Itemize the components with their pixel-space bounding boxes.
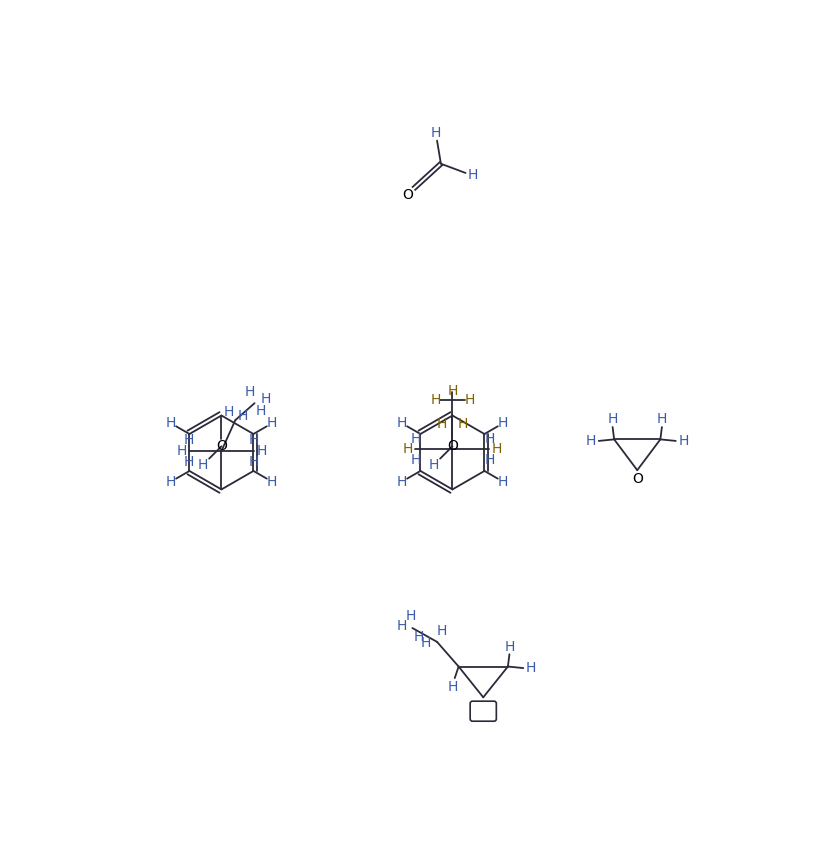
Text: H: H xyxy=(430,126,440,140)
Text: H: H xyxy=(468,168,479,181)
Text: H: H xyxy=(245,386,255,399)
Text: O: O xyxy=(447,439,458,454)
Text: H: H xyxy=(396,620,407,633)
Text: H: H xyxy=(436,624,447,638)
Text: H: H xyxy=(256,404,266,418)
Text: H: H xyxy=(248,433,259,447)
Text: H: H xyxy=(184,433,194,447)
Text: H: H xyxy=(678,434,689,448)
Text: H: H xyxy=(492,443,502,456)
FancyBboxPatch shape xyxy=(470,701,496,721)
Text: H: H xyxy=(256,444,267,458)
Text: H: H xyxy=(447,384,458,398)
Text: H: H xyxy=(429,458,439,471)
Text: O: O xyxy=(216,439,227,454)
Text: H: H xyxy=(165,475,176,488)
Text: H: H xyxy=(396,416,407,431)
Text: H: H xyxy=(411,454,420,467)
Text: H: H xyxy=(447,680,458,694)
Text: H: H xyxy=(498,416,509,431)
Text: H: H xyxy=(406,608,416,623)
Text: H: H xyxy=(421,637,431,650)
Text: H: H xyxy=(465,393,475,407)
Text: H: H xyxy=(224,405,234,420)
Text: H: H xyxy=(656,413,667,426)
Text: H: H xyxy=(436,417,447,431)
Text: H: H xyxy=(165,416,176,431)
Text: H: H xyxy=(267,475,278,488)
Text: H: H xyxy=(184,454,194,469)
Text: H: H xyxy=(396,475,407,488)
Text: H: H xyxy=(238,409,248,423)
Text: H: H xyxy=(498,475,509,488)
Text: H: H xyxy=(267,416,278,431)
Text: H: H xyxy=(198,458,208,471)
Text: H: H xyxy=(504,639,514,654)
Text: H: H xyxy=(526,661,536,675)
Text: O: O xyxy=(402,187,413,202)
Text: H: H xyxy=(402,443,413,456)
Text: H: H xyxy=(248,454,259,469)
Text: H: H xyxy=(430,393,440,407)
Text: H: H xyxy=(484,454,494,467)
Text: H: H xyxy=(176,444,187,458)
Text: H: H xyxy=(484,431,494,446)
Text: H: H xyxy=(411,431,420,446)
Text: O: O xyxy=(478,704,489,718)
Text: H: H xyxy=(260,391,271,406)
Text: H: H xyxy=(607,413,617,426)
Text: H: H xyxy=(413,631,424,644)
Text: O: O xyxy=(632,472,642,487)
Text: H: H xyxy=(458,417,469,431)
Text: H: H xyxy=(586,434,596,448)
